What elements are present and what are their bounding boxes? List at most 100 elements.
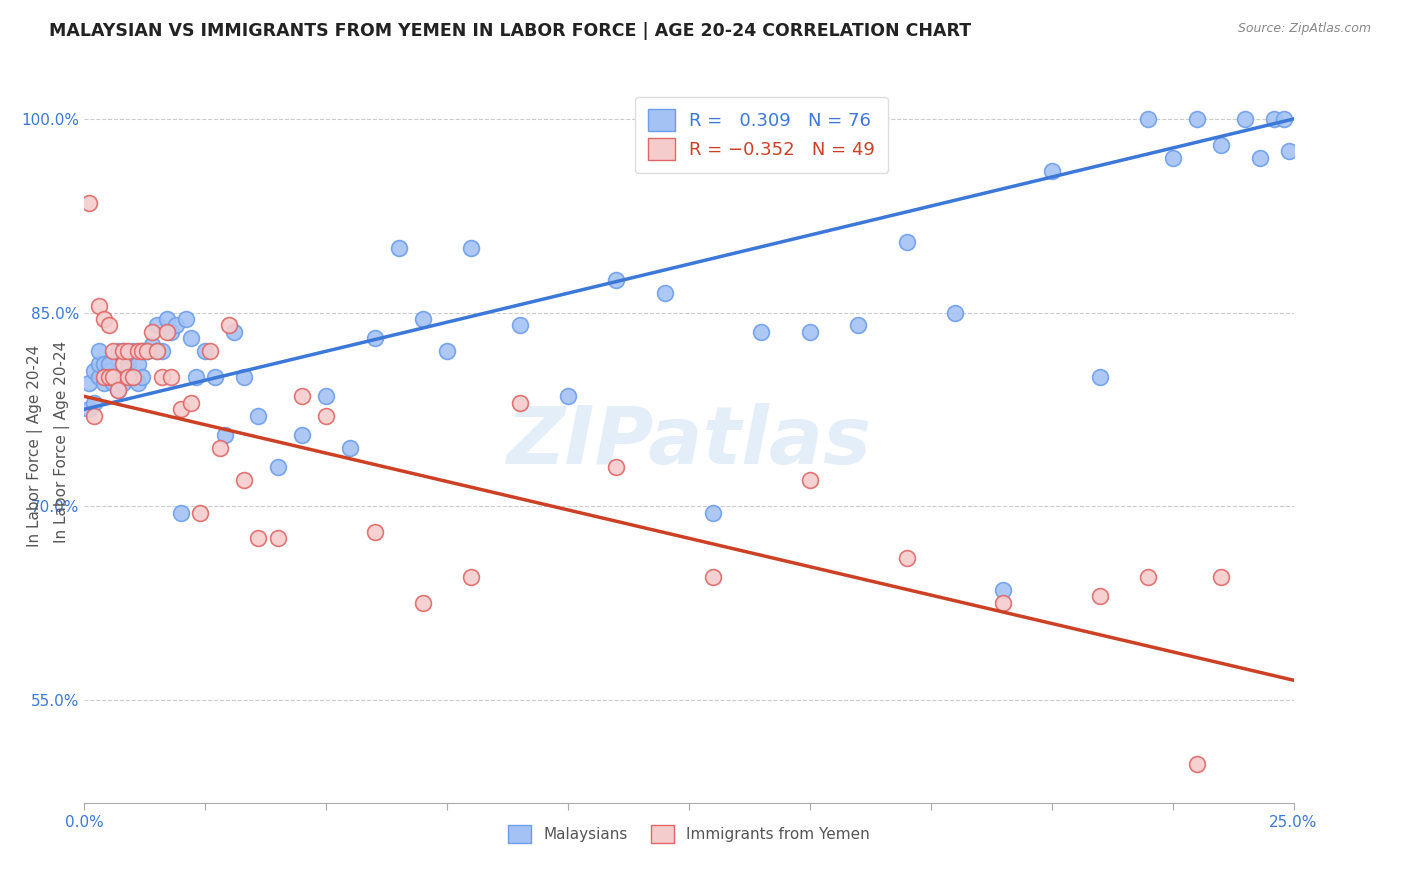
Point [103,370,125,384]
Point [131,344,153,359]
Point [93,357,115,371]
Point [363,524,385,539]
Point [702,570,724,584]
Point [103,344,125,359]
Point [208,441,231,455]
Point [846,318,869,333]
Point [1234,834,1257,848]
Text: MALAYSIAN VS IMMIGRANTS FROM YEMEN IN LABOR FORCE | AGE 20-24 CORRELATION CHART: MALAYSIAN VS IMMIGRANTS FROM YEMEN IN LA… [49,22,972,40]
Point [112,376,135,391]
Point [117,363,139,377]
Point [388,241,411,255]
Point [112,344,135,359]
Point [174,312,197,326]
Point [1263,112,1285,126]
Point [315,389,337,403]
Point [654,286,676,301]
Point [605,460,627,475]
Point [160,370,183,384]
Point [180,396,202,410]
Point [77,376,100,391]
Point [291,428,314,442]
Point [87,370,110,384]
Point [363,331,385,345]
Point [1234,112,1257,126]
Point [412,312,434,326]
Point [799,325,821,339]
Point [127,344,149,359]
Point [97,363,120,377]
Point [247,409,270,423]
Point [107,383,129,397]
Point [1278,145,1301,159]
Point [136,344,159,359]
Point [1161,151,1184,165]
Point [141,325,163,339]
Point [112,370,135,384]
Point [127,357,149,371]
Point [339,441,361,455]
Point [83,363,105,377]
Point [291,389,314,403]
Y-axis label: In Labor Force | Age 20-24: In Labor Force | Age 20-24 [55,341,70,542]
Point [150,370,173,384]
Point [93,370,115,384]
Point [509,318,531,333]
Point [146,318,169,333]
Point [194,344,217,359]
Point [993,582,1015,597]
Point [136,344,159,359]
Point [131,370,153,384]
Point [97,318,120,333]
Point [1137,570,1160,584]
Point [77,195,100,210]
Point [896,550,918,565]
Point [97,370,120,384]
Point [160,325,183,339]
Point [107,344,129,359]
Point [1272,112,1295,126]
Point [155,312,177,326]
Legend: Malaysians, Immigrants from Yemen: Malaysians, Immigrants from Yemen [502,819,876,849]
Point [702,506,724,520]
Point [77,402,100,417]
Point [103,370,125,384]
Point [170,506,193,520]
Point [103,376,125,391]
Text: In Labor Force | Age 20-24: In Labor Force | Age 20-24 [27,345,44,547]
Point [97,370,120,384]
Point [204,370,226,384]
Point [112,344,135,359]
Point [155,325,177,339]
Point [1088,590,1111,604]
Point [184,370,207,384]
Point [1209,570,1232,584]
Point [460,570,482,584]
Point [412,596,434,610]
Point [93,312,115,326]
Point [1040,163,1063,178]
Point [87,299,110,313]
Point [233,370,256,384]
Point [1185,757,1208,772]
Point [83,409,105,423]
Point [117,370,139,384]
Point [131,344,153,359]
Point [247,531,270,545]
Text: Source: ZipAtlas.com: Source: ZipAtlas.com [1237,22,1371,36]
Point [267,531,290,545]
Point [198,344,221,359]
Point [117,344,139,359]
Point [180,331,202,345]
Point [112,357,135,371]
Point [165,318,187,333]
Point [1209,137,1232,152]
Point [218,318,240,333]
Point [117,357,139,371]
Point [460,241,482,255]
Point [605,273,627,287]
Point [146,344,169,359]
Point [87,357,110,371]
Point [1088,370,1111,384]
Point [127,376,149,391]
